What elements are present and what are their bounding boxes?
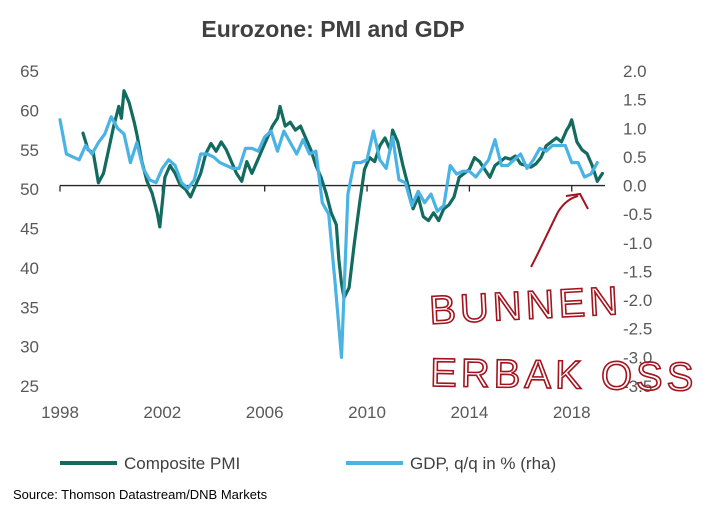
x-tick-label: 2006 xyxy=(246,403,284,422)
series-layer xyxy=(58,89,604,359)
annotation-arrowhead xyxy=(565,192,589,210)
y-axis-right: 2.0 1.5 1.0 0.5 0.0 -0.5 -1.0 -1.5 -2.0 -2.5 -3.0 -… xyxy=(623,62,652,396)
y-left-tick-label: 45 xyxy=(20,220,39,239)
x-tick-label: 2018 xyxy=(553,403,591,422)
source-note: Source: Thomson Datastream/DNB Markets xyxy=(13,487,268,502)
legend-label-gdp: GDP, q/q in % (rha) xyxy=(410,454,556,473)
y-right-tick-label: -2.0 xyxy=(623,291,652,310)
y-left-tick-label: 40 xyxy=(20,259,39,278)
x-tick-label: 2010 xyxy=(348,403,386,422)
y-left-tick-label: 50 xyxy=(20,180,39,199)
y-left-tick-label: 60 xyxy=(20,101,39,120)
y-right-tick-label: 0.5 xyxy=(623,148,647,167)
y-right-tick-label: -1.5 xyxy=(623,262,652,281)
x-tick-label: 1998 xyxy=(41,403,79,422)
y-right-tick-label: -0.5 xyxy=(623,205,652,224)
chart-title: Eurozone: PMI and GDP xyxy=(201,16,464,42)
annotation-line-2: ERBAK OSS xyxy=(430,351,698,400)
y-right-tick-label: -1.0 xyxy=(623,234,652,253)
y-right-tick-label: 1.5 xyxy=(623,91,647,110)
y-left-tick-label: 30 xyxy=(20,338,39,357)
handwritten-annotation: BUNNEN ERBAK OSS xyxy=(427,192,699,400)
x-axis-tick-marks xyxy=(59,185,573,192)
y-left-tick-label: 35 xyxy=(20,298,39,317)
series-line-composite-pmi xyxy=(81,89,604,300)
y-right-tick-label: 2.0 xyxy=(623,62,647,81)
x-axis: 1998 2002 2006 2010 2014 2018 xyxy=(41,403,591,422)
x-tick-label: 2014 xyxy=(450,403,488,422)
annotation-line-1: BUNNEN xyxy=(428,279,623,333)
annotation-arrow xyxy=(530,195,579,268)
y-right-tick-label: 0.0 xyxy=(623,177,647,196)
y-right-tick-label: -3.0 xyxy=(623,348,652,367)
y-left-tick-label: 65 xyxy=(20,62,39,81)
y-right-tick-label: 1.0 xyxy=(623,119,647,138)
legend-label-pmi: Composite PMI xyxy=(124,454,240,473)
y-axis-left: 65 60 55 50 45 40 35 30 25 xyxy=(20,62,39,396)
y-right-tick-label: -2.5 xyxy=(623,320,652,339)
y-left-tick-label: 25 xyxy=(20,377,39,396)
series-line-gdp xyxy=(58,115,599,359)
y-left-tick-label: 55 xyxy=(20,141,39,160)
y-right-tick-label: -3.5 xyxy=(623,377,652,396)
x-tick-label: 2002 xyxy=(143,403,181,422)
legend: Composite PMI GDP, q/q in % (rha) xyxy=(60,454,556,473)
